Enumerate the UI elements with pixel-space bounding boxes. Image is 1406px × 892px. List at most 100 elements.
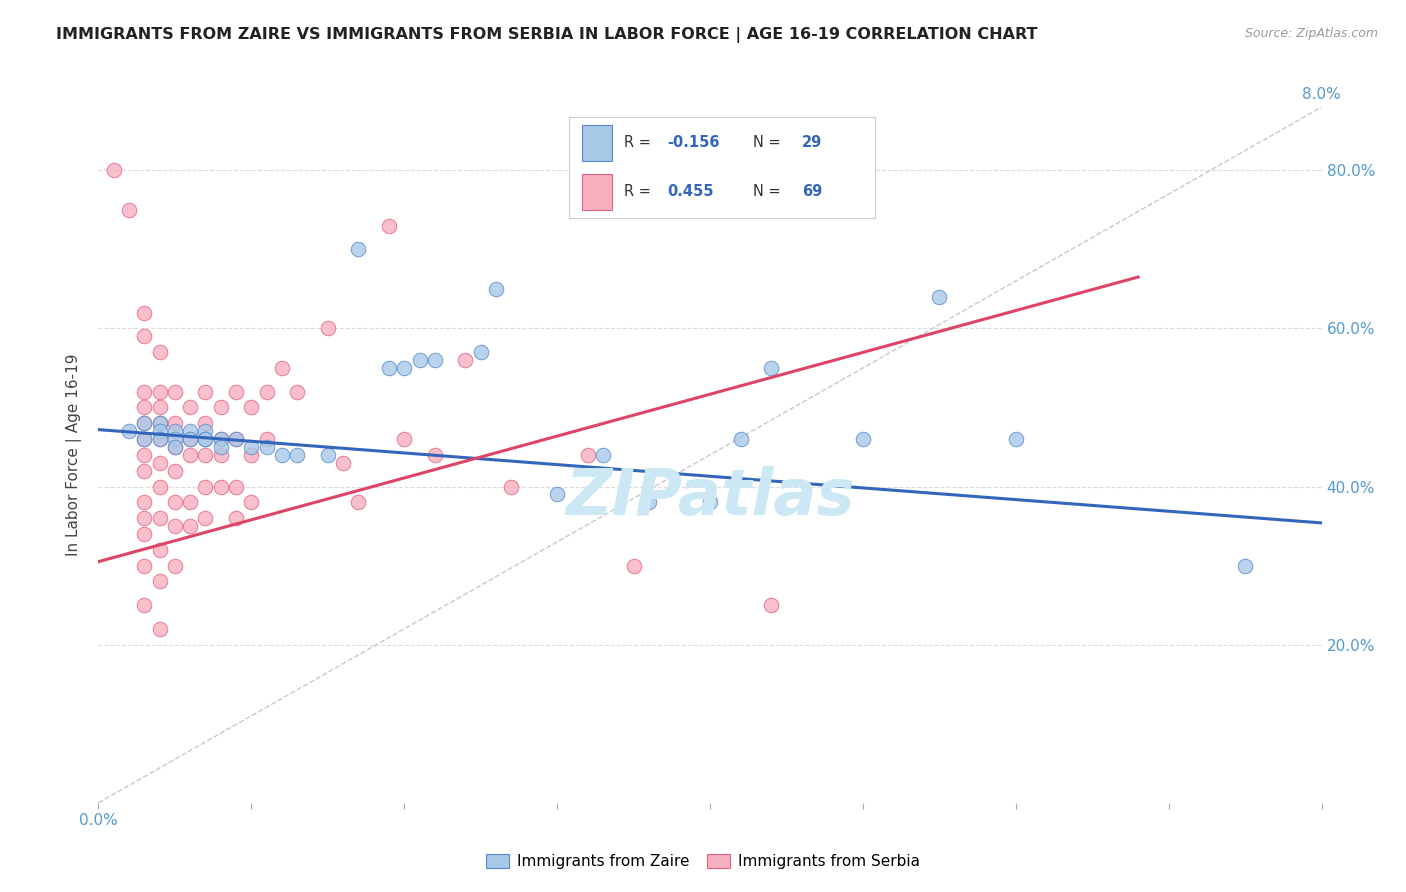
Point <box>592 448 614 462</box>
Point <box>149 456 172 470</box>
Point <box>546 487 568 501</box>
Point <box>149 432 172 446</box>
Point <box>149 432 172 446</box>
Point <box>392 360 416 375</box>
Text: ZIPatlas: ZIPatlas <box>565 466 855 528</box>
Point <box>194 384 217 399</box>
Point <box>209 401 232 415</box>
Point <box>134 417 156 431</box>
Point <box>501 479 523 493</box>
Point <box>316 321 339 335</box>
Point <box>163 424 186 438</box>
Point <box>134 495 156 509</box>
Point <box>576 448 599 462</box>
Point <box>759 360 782 375</box>
Point <box>163 495 186 509</box>
Point <box>149 542 172 557</box>
Point <box>256 432 278 446</box>
Point <box>423 353 446 368</box>
Point <box>134 464 156 478</box>
Point <box>149 384 172 399</box>
Point <box>225 432 247 446</box>
Point <box>225 511 247 525</box>
Point <box>163 558 186 573</box>
Point <box>163 432 186 446</box>
Point <box>134 401 156 415</box>
Point <box>134 384 156 399</box>
Point <box>408 353 430 368</box>
Point <box>623 558 645 573</box>
Point <box>163 440 186 454</box>
Point <box>285 448 308 462</box>
Point <box>149 574 172 589</box>
Point <box>225 384 247 399</box>
Point <box>149 424 172 438</box>
Point <box>637 495 661 509</box>
Point <box>179 495 201 509</box>
Point <box>149 401 172 415</box>
Point <box>179 519 201 533</box>
Point <box>225 479 247 493</box>
Point <box>149 479 172 493</box>
Point <box>163 519 186 533</box>
Point <box>316 448 339 462</box>
Point <box>134 417 156 431</box>
Text: Source: ZipAtlas.com: Source: ZipAtlas.com <box>1244 27 1378 40</box>
Legend: Immigrants from Zaire, Immigrants from Serbia: Immigrants from Zaire, Immigrants from S… <box>479 848 927 875</box>
Point <box>240 495 263 509</box>
Point <box>454 353 477 368</box>
Point <box>179 448 201 462</box>
Point <box>194 479 217 493</box>
Point <box>423 448 446 462</box>
Point <box>194 432 217 446</box>
Point <box>134 527 156 541</box>
Point <box>347 495 370 509</box>
Point <box>149 417 172 431</box>
Point <box>240 401 263 415</box>
Point <box>134 448 156 462</box>
Point <box>163 464 186 478</box>
Point <box>699 495 721 509</box>
Point <box>194 417 217 431</box>
Point <box>225 432 247 446</box>
Point <box>209 432 232 446</box>
Point <box>209 440 232 454</box>
Point <box>209 432 232 446</box>
Point <box>378 219 401 233</box>
Point <box>134 558 156 573</box>
Point <box>852 432 875 446</box>
Point <box>179 401 201 415</box>
Point <box>240 448 263 462</box>
Point <box>149 511 172 525</box>
Point <box>134 432 156 446</box>
Text: IMMIGRANTS FROM ZAIRE VS IMMIGRANTS FROM SERBIA IN LABOR FORCE | AGE 16-19 CORRE: IMMIGRANTS FROM ZAIRE VS IMMIGRANTS FROM… <box>56 27 1038 43</box>
Point <box>209 479 232 493</box>
Point <box>179 432 201 446</box>
Point <box>134 598 156 612</box>
Point <box>194 448 217 462</box>
Point <box>392 432 416 446</box>
Point <box>928 290 950 304</box>
Point <box>378 360 401 375</box>
Point <box>149 417 172 431</box>
Point <box>134 432 156 446</box>
Point <box>179 424 201 438</box>
Point <box>1234 558 1257 573</box>
Point <box>730 432 752 446</box>
Point <box>194 511 217 525</box>
Point <box>163 440 186 454</box>
Point <box>194 424 217 438</box>
Point <box>103 163 125 178</box>
Point <box>256 384 278 399</box>
Point <box>347 243 370 257</box>
Point <box>256 440 278 454</box>
Point <box>118 424 141 438</box>
Point <box>134 329 156 343</box>
Point <box>134 511 156 525</box>
Point <box>163 384 186 399</box>
Point <box>240 440 263 454</box>
Point <box>194 432 217 446</box>
Point <box>163 417 186 431</box>
Point <box>270 360 294 375</box>
Point <box>118 202 141 217</box>
